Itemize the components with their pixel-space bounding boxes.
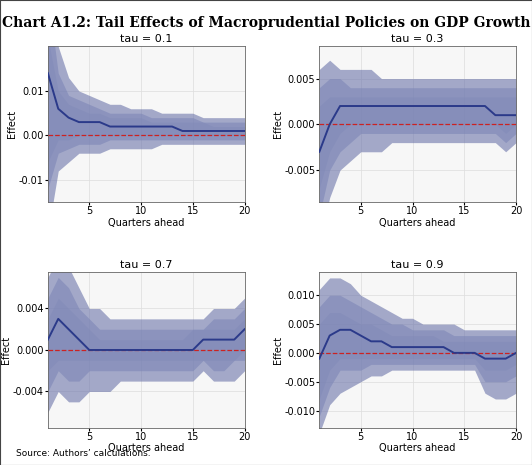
- X-axis label: Quarters ahead: Quarters ahead: [379, 443, 456, 453]
- Title: tau = 0.9: tau = 0.9: [392, 260, 444, 270]
- X-axis label: Quarters ahead: Quarters ahead: [108, 443, 185, 453]
- X-axis label: Quarters ahead: Quarters ahead: [379, 218, 456, 228]
- Title: tau = 0.1: tau = 0.1: [120, 34, 172, 44]
- Title: tau = 0.7: tau = 0.7: [120, 260, 172, 270]
- Y-axis label: Effect: Effect: [273, 336, 282, 364]
- Text: Chart A1.2: Tail Effects of Macroprudential Policies on GDP Growth: Chart A1.2: Tail Effects of Macroprudent…: [2, 16, 530, 30]
- Text: Source: Authors’ calculations.: Source: Authors’ calculations.: [16, 449, 151, 458]
- Y-axis label: Effect: Effect: [273, 110, 282, 139]
- Title: tau = 0.3: tau = 0.3: [392, 34, 444, 44]
- Y-axis label: Effect: Effect: [7, 110, 18, 139]
- Y-axis label: Effect: Effect: [1, 336, 11, 364]
- X-axis label: Quarters ahead: Quarters ahead: [108, 218, 185, 228]
